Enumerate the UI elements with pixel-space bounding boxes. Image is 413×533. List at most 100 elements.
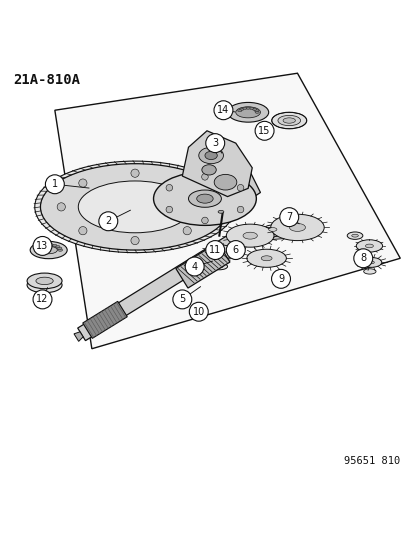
Text: 6: 6 (232, 245, 238, 255)
Circle shape (183, 179, 191, 187)
Ellipse shape (226, 224, 273, 247)
Ellipse shape (268, 228, 276, 231)
Text: 12: 12 (36, 294, 49, 304)
Ellipse shape (242, 232, 257, 239)
Circle shape (254, 122, 273, 140)
Circle shape (204, 203, 212, 211)
Circle shape (271, 269, 290, 288)
Text: 3: 3 (211, 138, 218, 148)
Polygon shape (229, 233, 285, 243)
Ellipse shape (211, 263, 227, 270)
Circle shape (45, 175, 64, 193)
Circle shape (78, 227, 87, 235)
Ellipse shape (55, 245, 60, 248)
Ellipse shape (36, 277, 53, 285)
Ellipse shape (363, 269, 375, 274)
Circle shape (131, 169, 139, 177)
Circle shape (131, 237, 139, 245)
Circle shape (185, 257, 204, 276)
Ellipse shape (270, 214, 323, 240)
Circle shape (237, 206, 243, 213)
Ellipse shape (360, 257, 381, 268)
Circle shape (78, 179, 87, 187)
Ellipse shape (282, 118, 295, 123)
Ellipse shape (239, 108, 243, 110)
Polygon shape (78, 231, 241, 341)
Circle shape (57, 203, 65, 211)
Ellipse shape (196, 194, 213, 203)
Circle shape (214, 101, 233, 120)
Ellipse shape (40, 164, 229, 250)
Polygon shape (176, 243, 229, 288)
Text: 15: 15 (258, 126, 270, 136)
Circle shape (166, 184, 172, 191)
Ellipse shape (215, 265, 223, 268)
Ellipse shape (27, 273, 62, 289)
Ellipse shape (242, 108, 246, 109)
Ellipse shape (30, 241, 67, 259)
Text: 4: 4 (191, 262, 197, 271)
Circle shape (353, 249, 372, 268)
Text: 2: 2 (105, 216, 111, 227)
Circle shape (237, 184, 243, 191)
Circle shape (201, 174, 208, 180)
Ellipse shape (57, 247, 62, 249)
Ellipse shape (202, 165, 216, 175)
Polygon shape (74, 332, 83, 341)
Ellipse shape (35, 247, 40, 249)
Polygon shape (55, 73, 399, 349)
Polygon shape (83, 301, 127, 338)
Text: 21A-810A: 21A-810A (14, 73, 81, 87)
Circle shape (205, 134, 224, 152)
Ellipse shape (204, 151, 217, 159)
Text: 13: 13 (36, 241, 48, 251)
Ellipse shape (40, 244, 45, 247)
Ellipse shape (44, 244, 49, 246)
Circle shape (205, 240, 224, 260)
Ellipse shape (271, 112, 306, 129)
Circle shape (166, 206, 172, 213)
Circle shape (99, 212, 117, 231)
Ellipse shape (263, 225, 281, 234)
Ellipse shape (214, 174, 236, 190)
Ellipse shape (218, 211, 223, 213)
Ellipse shape (40, 246, 57, 254)
Ellipse shape (351, 234, 358, 237)
Text: 7: 7 (285, 212, 292, 222)
Ellipse shape (37, 245, 42, 248)
Polygon shape (182, 131, 252, 197)
Ellipse shape (198, 147, 223, 164)
Ellipse shape (237, 110, 241, 112)
Ellipse shape (347, 232, 362, 239)
Ellipse shape (252, 108, 256, 110)
Ellipse shape (245, 107, 249, 109)
Circle shape (201, 217, 208, 224)
Text: 95651 810: 95651 810 (343, 456, 399, 466)
Ellipse shape (57, 249, 62, 251)
Ellipse shape (78, 181, 191, 233)
Text: 8: 8 (359, 253, 366, 263)
Ellipse shape (356, 240, 382, 252)
Ellipse shape (27, 277, 62, 293)
Ellipse shape (52, 244, 57, 247)
Ellipse shape (368, 261, 373, 264)
Circle shape (226, 240, 244, 260)
Ellipse shape (249, 108, 253, 109)
Text: 11: 11 (209, 245, 221, 255)
Ellipse shape (277, 115, 300, 126)
Circle shape (189, 302, 208, 321)
Circle shape (183, 227, 191, 235)
Ellipse shape (254, 111, 259, 114)
Circle shape (173, 290, 191, 309)
Circle shape (279, 208, 298, 227)
Text: 1: 1 (52, 179, 58, 189)
Ellipse shape (48, 244, 53, 246)
Ellipse shape (35, 161, 235, 253)
Ellipse shape (214, 250, 223, 254)
Ellipse shape (188, 190, 221, 207)
Text: 9: 9 (277, 274, 283, 284)
Text: 5: 5 (179, 294, 185, 304)
Ellipse shape (246, 249, 286, 268)
Text: 14: 14 (217, 105, 229, 115)
Ellipse shape (203, 245, 235, 260)
